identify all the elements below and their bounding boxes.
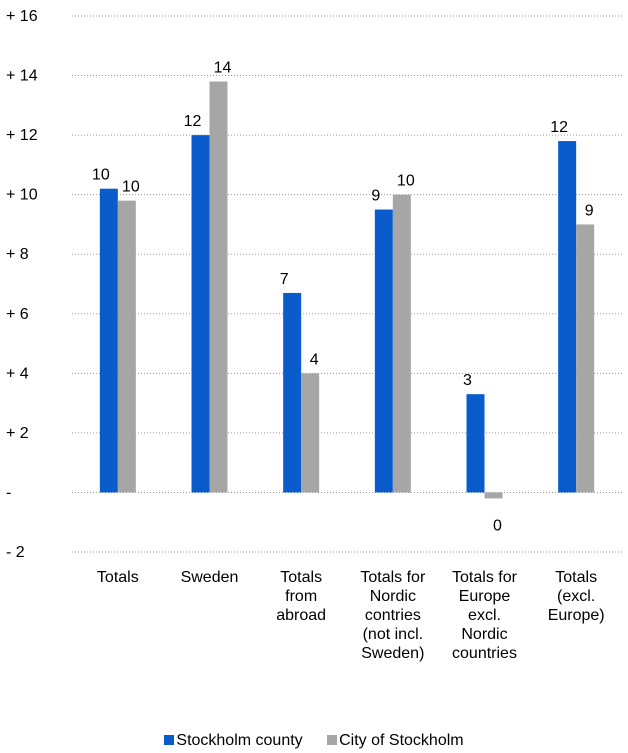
legend-item-stockholm-county: Stockholm county bbox=[164, 732, 303, 750]
y-tick-label: + 12 bbox=[6, 127, 38, 144]
legend: Stockholm county City of Stockholm bbox=[0, 732, 628, 750]
bar bbox=[99, 188, 118, 493]
data-label: 12 bbox=[184, 113, 202, 130]
bar-chart: + 16 + 14 + 12 + 10 + 8 + 6 + 4 + 2 - - 2 10 12 7 9 3 1… bbox=[6, 8, 622, 662]
x-tick-label: Totals (excl. Europe) bbox=[548, 569, 605, 624]
x-tick-label: Totals bbox=[97, 569, 139, 586]
y-tick-label: + 8 bbox=[6, 246, 29, 263]
y-tick-label: + 14 bbox=[6, 68, 38, 85]
bar bbox=[117, 200, 136, 493]
y-tick-label: + 6 bbox=[6, 306, 29, 323]
legend-label-stockholm-county: Stockholm county bbox=[176, 732, 303, 749]
y-tick-label: + 2 bbox=[6, 425, 29, 442]
data-label: 9 bbox=[585, 202, 594, 219]
y-tick-label: - bbox=[6, 484, 11, 501]
data-label: 7 bbox=[280, 271, 289, 288]
x-tick-label: Totals for Europe excl. Nordic countries bbox=[452, 569, 518, 662]
legend-swatch-stockholm-county bbox=[164, 735, 175, 745]
bar bbox=[374, 209, 393, 493]
bar bbox=[392, 194, 411, 493]
bar bbox=[576, 224, 595, 493]
data-label: 9 bbox=[371, 188, 380, 205]
data-label: 0 bbox=[493, 517, 502, 534]
bar bbox=[466, 394, 485, 493]
data-label: 12 bbox=[550, 119, 568, 136]
data-label: 10 bbox=[92, 167, 110, 184]
data-label: 4 bbox=[310, 351, 319, 368]
bar bbox=[558, 141, 577, 493]
bar bbox=[301, 373, 320, 493]
y-tick-label: + 16 bbox=[6, 8, 38, 25]
bar bbox=[209, 81, 228, 493]
bar bbox=[191, 135, 210, 493]
bar bbox=[283, 292, 302, 493]
y-tick-label: - 2 bbox=[6, 544, 25, 561]
y-tick-label: + 10 bbox=[6, 187, 38, 204]
legend-swatch-city-of-stockholm bbox=[327, 735, 338, 745]
data-label: 10 bbox=[122, 179, 140, 196]
data-label: 3 bbox=[463, 372, 472, 389]
x-tick-label: Totals from abroad bbox=[276, 569, 326, 624]
data-label: 10 bbox=[397, 173, 415, 190]
bar bbox=[484, 492, 503, 499]
x-tick-label: Totals for Nordic contries (not incl. Sweden… bbox=[360, 569, 426, 662]
y-tick-label: + 4 bbox=[6, 365, 29, 382]
legend-label-city-of-stockholm: City of Stockholm bbox=[339, 732, 464, 749]
legend-item-city-of-stockholm: City of Stockholm bbox=[327, 732, 464, 750]
x-tick-label: Sweden bbox=[181, 569, 239, 586]
data-label: 14 bbox=[214, 60, 232, 77]
